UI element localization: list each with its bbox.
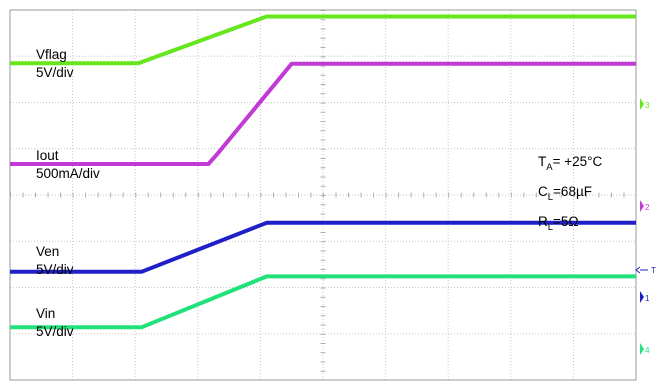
- channel-2-marker: 2: [640, 200, 650, 212]
- channel-4-marker: 4: [640, 343, 650, 355]
- svg-text:3: 3: [645, 101, 650, 110]
- vflag-label: Vflag: [36, 47, 67, 62]
- ven-label: Ven: [36, 244, 59, 259]
- trace-vflag: [10, 14, 636, 66]
- plot-frame: [9, 9, 637, 381]
- channel-3-marker: 3: [640, 98, 650, 110]
- load-resistance-annotation: RL=5Ω: [538, 214, 579, 233]
- svg-text:2: 2: [645, 203, 650, 212]
- svg-text:1: 1: [645, 294, 650, 303]
- trace-ven: [10, 220, 636, 274]
- load-capacitance-annotation: CL=68µF: [538, 184, 592, 203]
- trigger-marker: T: [635, 266, 656, 275]
- channel-1-marker: 1: [640, 291, 650, 303]
- trace-iout: [10, 61, 636, 166]
- ambient-temperature-annotation: TA= +25°C: [538, 154, 603, 173]
- vflag-scale-label: 5V/div: [36, 65, 74, 80]
- trace-vin: [10, 274, 636, 330]
- svg-text:T: T: [651, 266, 656, 275]
- trace-group: [10, 14, 636, 330]
- vin-label: Vin: [36, 306, 55, 321]
- svg-text:4: 4: [645, 346, 650, 355]
- vin-scale-label: 5V/div: [36, 324, 74, 339]
- ven-scale-label: 5V/div: [36, 262, 74, 277]
- iout-scale-label: 500mA/div: [36, 166, 100, 181]
- plot-grid: [10, 10, 636, 380]
- iout-label: Iout: [36, 148, 59, 163]
